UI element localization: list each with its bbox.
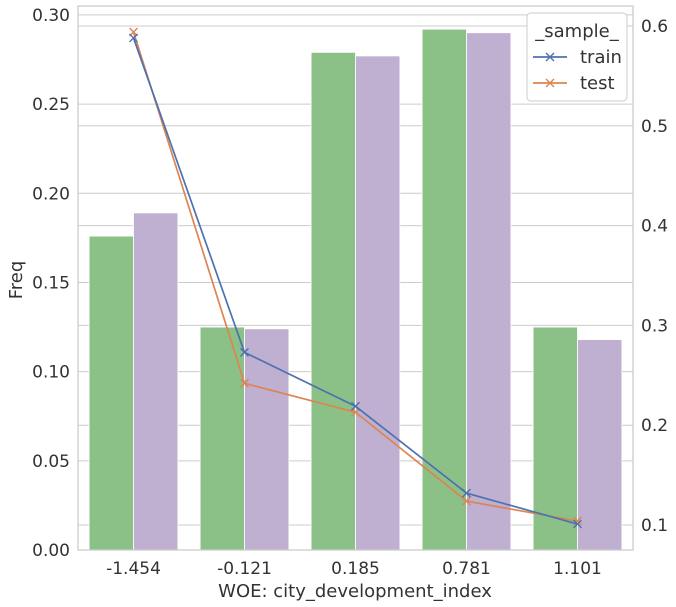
x-tick-label: 0.781 bbox=[442, 559, 491, 579]
y2-tick-label: 0.4 bbox=[641, 217, 668, 237]
legend-label-train: train bbox=[580, 47, 622, 68]
x-tick-label: -1.454 bbox=[106, 559, 161, 579]
bar-train-2 bbox=[310, 51, 356, 551]
bars bbox=[88, 28, 623, 551]
legend-marker-train bbox=[545, 52, 555, 62]
bar-train-0 bbox=[88, 235, 134, 551]
y-tick-label: 0.20 bbox=[32, 184, 70, 204]
legend-items: train test bbox=[533, 47, 622, 94]
legend-title: _sample_ bbox=[534, 21, 619, 42]
point-train-4 bbox=[573, 519, 582, 529]
y2-tick-label: 0.2 bbox=[641, 416, 668, 436]
y2-tick-label: 0.5 bbox=[641, 117, 668, 137]
y-tick-label: 0.10 bbox=[32, 363, 70, 383]
y-tick-label: 0.05 bbox=[32, 452, 70, 472]
y2-axis-ticks: 0.1 0.2 0.3 0.4 0.5 0.6 bbox=[641, 17, 668, 536]
bar-test-2 bbox=[355, 55, 401, 551]
y-tick-label: 0.00 bbox=[32, 541, 70, 561]
point-test-3 bbox=[462, 496, 471, 506]
bar-train-4 bbox=[532, 326, 578, 551]
legend-label-test: test bbox=[580, 73, 615, 94]
point-train-1 bbox=[240, 347, 249, 357]
y-axis-ticks: 0.00 0.05 0.10 0.15 0.20 0.25 0.30 bbox=[32, 6, 70, 561]
x-axis-label: WOE: city_development_index bbox=[218, 581, 492, 602]
point-train-0 bbox=[129, 33, 138, 43]
x-tick-label: 1.101 bbox=[553, 559, 602, 579]
y2-tick-label: 0.1 bbox=[641, 516, 668, 536]
point-train-2 bbox=[351, 401, 360, 411]
y-tick-label: 0.25 bbox=[32, 95, 70, 115]
y-tick-label: 0.30 bbox=[32, 6, 70, 26]
x-tick-label: -0.121 bbox=[217, 559, 272, 579]
x-axis-ticks: -1.454 -0.121 0.185 0.781 1.101 bbox=[106, 559, 602, 579]
y2-tick-label: 0.6 bbox=[641, 17, 668, 37]
legend-marker-test bbox=[545, 78, 555, 88]
bar-test-3 bbox=[466, 32, 512, 551]
x-tick-label: 0.185 bbox=[331, 559, 380, 579]
legend: _sample_ train test bbox=[526, 12, 628, 102]
y2-tick-label: 0.3 bbox=[641, 316, 668, 336]
bar-test-0 bbox=[133, 212, 179, 551]
y-tick-label: 0.15 bbox=[32, 273, 70, 293]
y-axis-label: Freq bbox=[6, 261, 27, 300]
lines bbox=[129, 27, 582, 529]
point-train-3 bbox=[462, 488, 471, 498]
legend-box bbox=[526, 12, 628, 102]
plot-frame bbox=[77, 5, 634, 551]
bar-test-4 bbox=[577, 339, 623, 551]
bar-train-1 bbox=[199, 326, 245, 551]
point-test-1 bbox=[240, 378, 249, 388]
bar-test-1 bbox=[244, 328, 290, 551]
